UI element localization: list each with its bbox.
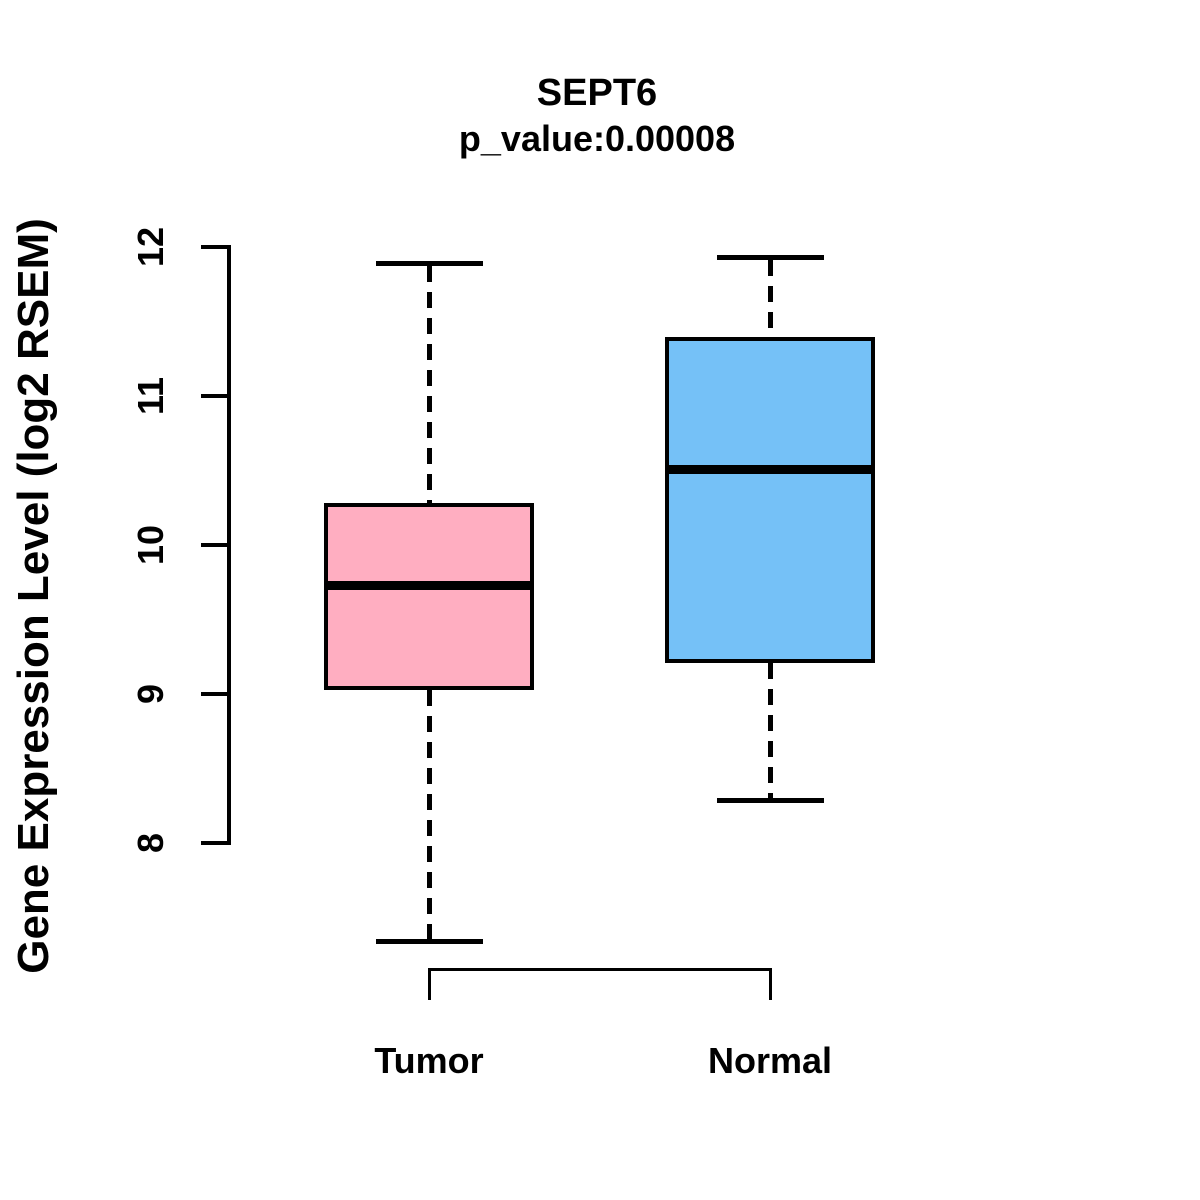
y-axis-tick [201,692,229,696]
y-tick-label: 11 [130,376,171,416]
median-line [667,465,873,474]
x-category-label-normal: Normal [707,1040,833,1081]
y-axis-tick [201,245,229,249]
y-tick-label: 8 [130,832,171,854]
lower-whisker [768,663,773,798]
y-tick-label: 10 [130,524,171,566]
x-axis-bracket-left-leg [428,968,431,1000]
y-axis-tick [201,543,229,547]
x-axis-bracket-bar [428,968,772,971]
upper-whisker [427,266,432,503]
iqr-box-tumor [324,502,534,691]
y-axis-tick [201,841,229,845]
lower-whisker-cap [716,797,824,803]
chart-title: SEPT6 [536,72,658,114]
y-axis-tick [201,394,229,398]
lower-whisker [427,690,432,940]
lower-whisker-cap [375,939,483,945]
y-axis-line [227,245,231,845]
iqr-box-normal [665,337,875,664]
x-category-label-tumor: Tumor [374,1040,484,1081]
title-block: SEPT6 p_value:0.00008 [229,72,965,161]
upper-whisker [768,260,773,338]
upper-whisker-cap [716,255,824,261]
y-tick-label: 9 [130,683,171,705]
x-axis-bracket-right-leg [769,968,772,1000]
median-line [326,581,532,591]
chart-subtitle: p_value:0.00008 [458,117,736,159]
upper-whisker-cap [375,261,483,267]
y-tick-label: 12 [130,226,171,268]
